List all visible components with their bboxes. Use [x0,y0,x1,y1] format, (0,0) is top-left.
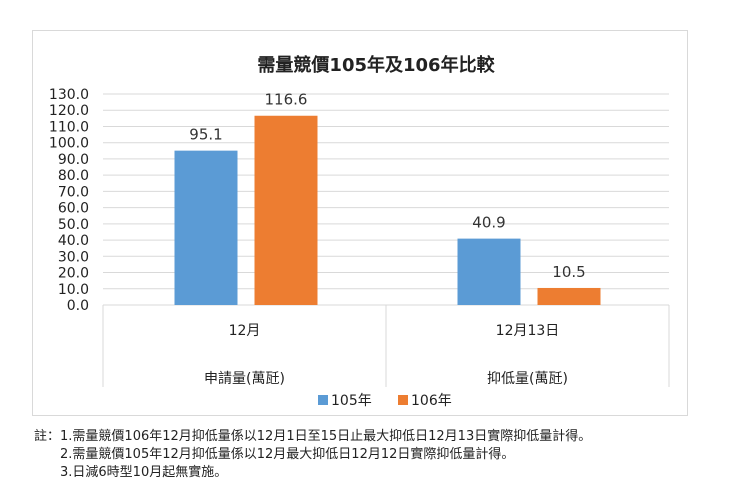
y-tick-label: 100.0 [49,136,89,152]
chart-frame: 需量競價105年及106年比較 0.0 10.0 20.0 30.0 40.0 50.0 60… [32,30,688,416]
footnote-line-3: 3.日減6時型10月起無實施。 [60,465,228,480]
y-tick-label: 60.0 [58,201,89,217]
category-sublabel: 申請量(萬瓩) [204,371,285,387]
legend-swatch [398,395,408,405]
y-tick-label: 0.0 [67,298,89,314]
category-label: 12月13日 [496,323,560,339]
bar-chart: 需量競價105年及106年比較 0.010.020.030.040.050.060… [49,54,670,409]
bar [457,238,521,305]
data-label: 95.1 [189,126,222,144]
y-tick-label: 120.0 [49,103,89,119]
bar [174,150,238,305]
y-tick-label: 70.0 [58,184,89,200]
y-tick-label: 10.0 [58,282,89,298]
category-sublabel: 抑低量(萬瓩) [487,371,568,387]
bar [254,115,318,305]
y-tick-label: 20.0 [58,266,89,282]
data-label: 116.6 [265,91,308,109]
y-tick-label: 30.0 [58,249,89,265]
footnote-text-1: 1.需量競價106年12月抑低量係以12月1日至15日止最大抑低日12月13日實… [60,429,592,444]
data-label: 10.5 [552,263,585,281]
footnote-prefix: 註： [34,429,61,444]
legend-label: 105年 [331,393,372,409]
footnote-line-2: 2.需量競價105年12月抑低量係以12月最大抑低日12月12日實際抑低量計得。 [60,447,515,462]
footnote-line-1: 註：1.需量競價106年12月抑低量係以12月1日至15日止最大抑低日12月13… [34,428,591,446]
y-tick-label: 50.0 [58,217,89,233]
category-label: 12月 [229,323,261,339]
bar [537,287,601,305]
y-tick-label: 130.0 [49,87,89,103]
y-tick-label: 90.0 [58,152,89,168]
legend-label: 106年 [411,393,452,409]
y-tick-label: 110.0 [49,119,89,135]
legend-swatch [318,395,328,405]
y-tick-label: 80.0 [58,168,89,184]
y-tick-label: 40.0 [58,233,89,249]
data-label: 40.9 [472,214,505,232]
chart-title: 需量競價105年及106年比較 [257,54,495,76]
